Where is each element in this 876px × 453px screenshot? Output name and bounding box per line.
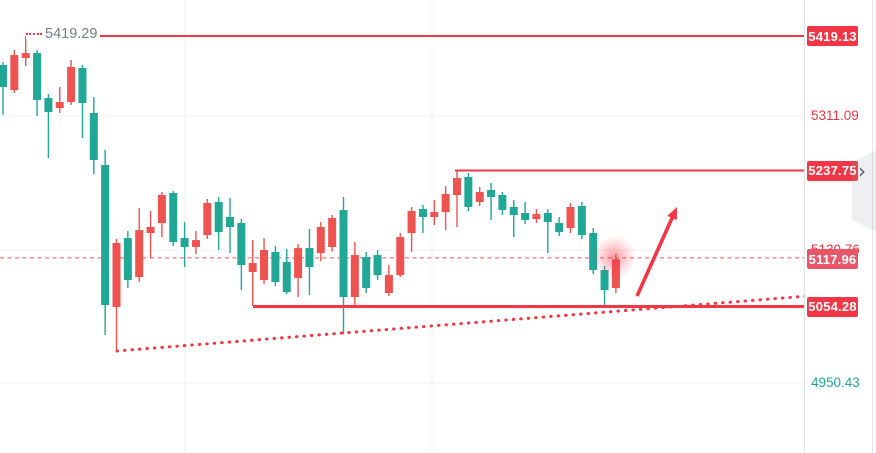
candle-down xyxy=(226,217,234,228)
candle-up xyxy=(407,211,416,234)
candle-up xyxy=(294,248,303,279)
candle-wick xyxy=(513,200,515,238)
up-arrow-head[interactable] xyxy=(667,207,677,221)
candle-down xyxy=(123,238,132,281)
candle-up xyxy=(396,237,405,276)
candle-up xyxy=(475,192,484,203)
collapse-chevron-icon[interactable]: › xyxy=(852,159,872,183)
candle-down xyxy=(282,262,291,293)
candle-down xyxy=(373,255,382,276)
candle-down xyxy=(509,207,518,216)
price-line-badge[interactable]: 5419.13 xyxy=(807,26,858,47)
candle-wick xyxy=(47,94,50,159)
up-arrow-shaft[interactable] xyxy=(635,214,675,297)
candle-wick xyxy=(2,62,4,116)
candle-down xyxy=(180,238,189,248)
price-glow-highlight xyxy=(592,235,636,279)
candle-wick xyxy=(490,182,492,221)
candle-up xyxy=(532,214,541,220)
candle-wick xyxy=(547,209,549,254)
candle-down xyxy=(487,190,496,198)
candle-up xyxy=(350,255,359,298)
candle-up xyxy=(55,102,64,109)
candle-up xyxy=(10,55,19,91)
candle-down xyxy=(78,68,87,104)
candle-down xyxy=(169,192,178,243)
candle-up xyxy=(328,218,337,248)
candle-up xyxy=(203,203,212,236)
candle-wick xyxy=(422,205,424,234)
hline-title-label: 5419.29 xyxy=(42,26,101,43)
candle-up xyxy=(146,227,155,234)
price-line-badge[interactable]: 5054.28 xyxy=(807,296,858,317)
candle-up xyxy=(441,194,450,213)
candle-up xyxy=(430,212,439,218)
candle-down xyxy=(44,98,53,113)
price-line-badge[interactable]: 5237.75 xyxy=(807,160,858,181)
dotted-line-lead-segment xyxy=(26,33,42,39)
candle-down xyxy=(521,213,530,221)
candle-up xyxy=(566,207,575,229)
candle-up xyxy=(248,263,257,273)
axis-price-label: 5311.09 xyxy=(811,108,859,124)
candle-wick xyxy=(456,170,458,228)
candle-down xyxy=(0,64,7,87)
candle-up xyxy=(157,194,166,224)
candle-up xyxy=(384,275,393,294)
candle-down xyxy=(89,113,98,161)
candle-down xyxy=(33,53,42,101)
price-axis[interactable]: 5311.095130.764950.435419.135237.755054.… xyxy=(804,0,876,453)
candle-up xyxy=(316,227,325,254)
candle-down xyxy=(305,248,314,268)
candle-down xyxy=(543,213,552,223)
candle-down xyxy=(101,164,110,306)
axis-price-label: 4950.43 xyxy=(811,375,860,391)
candle-up xyxy=(453,178,461,195)
candle-down xyxy=(362,257,371,289)
current-price-badge[interactable]: 5117.96 xyxy=(807,249,858,270)
window-right-border xyxy=(872,0,873,453)
candle-down xyxy=(464,176,473,208)
candle-down xyxy=(214,202,223,233)
candle-wick xyxy=(25,35,27,67)
candle-up xyxy=(191,240,200,248)
candle-up xyxy=(21,53,30,59)
candle-down xyxy=(600,270,609,291)
candle-down xyxy=(339,210,348,298)
candle-up xyxy=(67,66,76,103)
candle-down xyxy=(237,223,246,266)
panel-collapse-flag xyxy=(852,150,876,232)
candle-up xyxy=(135,230,144,278)
candle-down xyxy=(498,194,507,211)
trendline-dotted[interactable] xyxy=(115,294,810,353)
candle-down xyxy=(577,206,586,236)
candle-down xyxy=(418,209,427,218)
candle-up xyxy=(260,250,269,281)
candle-down xyxy=(555,223,564,233)
candle-wick xyxy=(252,240,254,307)
candle-up xyxy=(112,243,121,308)
candle-down xyxy=(271,252,280,283)
candle-wick xyxy=(59,86,61,114)
candle-wick xyxy=(149,211,152,259)
